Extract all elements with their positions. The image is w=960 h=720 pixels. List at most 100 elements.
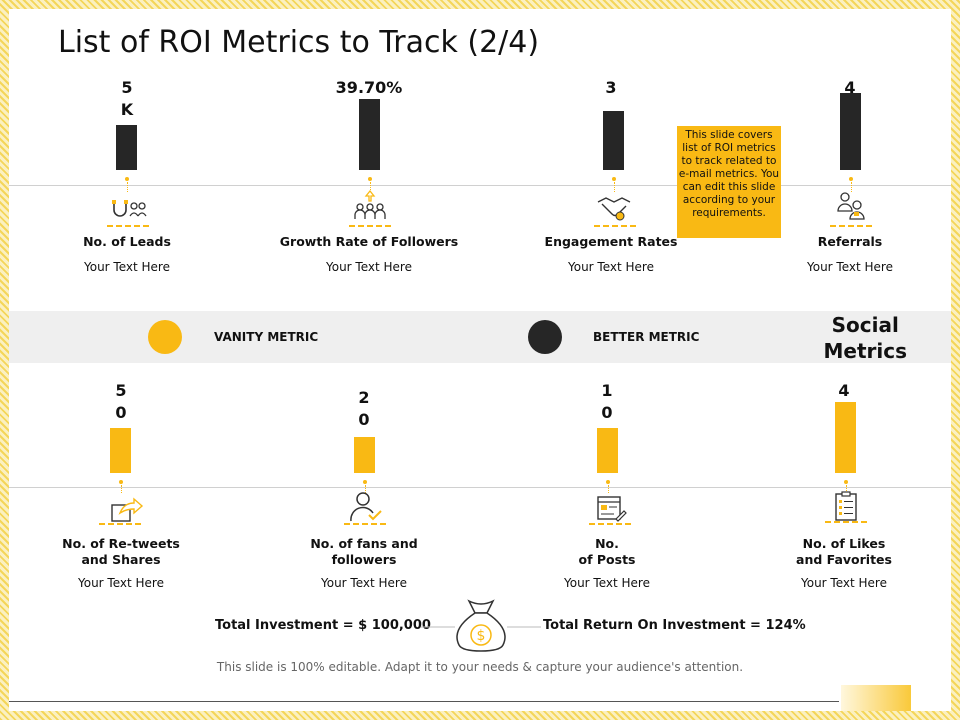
- vanity-legend-dot: [148, 320, 182, 354]
- icon-underline: [344, 523, 386, 525]
- editable-note: This slide covers list of ROI metrics to…: [677, 126, 781, 238]
- icon-underline: [349, 225, 391, 227]
- metric-value-line1: 39.70%: [335, 78, 403, 97]
- total-return: Total Return On Investment = 124%: [543, 618, 806, 633]
- metric-value: 1 0: [512, 380, 702, 424]
- magnet-people-icon: [112, 200, 147, 217]
- bar-stem: [851, 182, 852, 192]
- metric-label-line2: and Favorites: [796, 552, 892, 567]
- page-title: List of ROI Metrics to Track (2/4): [58, 25, 540, 60]
- checklist-icon: [835, 491, 857, 521]
- metric-label-line2: followers: [331, 552, 397, 567]
- metric-text: Your Text Here: [84, 260, 170, 274]
- metric-value-line1: 4: [844, 78, 856, 97]
- corner-accent: [841, 685, 911, 711]
- metric-value-line1: 5: [115, 381, 127, 400]
- metric-value-line1: 1: [601, 381, 613, 400]
- bar-stem: [127, 182, 128, 192]
- metric-label-line2: of Posts: [578, 552, 636, 567]
- post-icon: [597, 496, 627, 522]
- metric-label-line1: Engagement Rates: [544, 234, 678, 249]
- bar-dot: [612, 177, 616, 181]
- top-axis-line: [9, 185, 951, 186]
- metric-label-line1: No. of fans and: [310, 536, 418, 551]
- group-growth-icon: [354, 189, 386, 219]
- follower-check-icon: [350, 492, 382, 522]
- footnote: This slide is 100% editable. Adapt it to…: [216, 660, 744, 674]
- total-investment: Total Investment = $ 100,000: [215, 618, 431, 633]
- metric-label-line1: No. of Re-tweets: [62, 536, 180, 551]
- icon-underline: [825, 521, 867, 523]
- slide: List of ROI Metrics to Track (2/4) 5 K N…: [9, 9, 951, 711]
- metric-bar: [359, 99, 380, 170]
- metric-bar: [835, 402, 856, 473]
- metric-value-line1: 5: [121, 78, 133, 97]
- bar-dot: [606, 480, 610, 484]
- metric-value-line1: 2: [358, 388, 370, 407]
- metric-value: 39.70%: [274, 77, 464, 99]
- bar-stem: [365, 485, 366, 493]
- metric-value-line2: K: [120, 100, 134, 119]
- bar-stem: [608, 485, 609, 493]
- metric-label: No. of Likes and Favorites: [749, 536, 939, 568]
- metric-text: Your Text Here: [78, 576, 164, 590]
- metric-label: No. of Re-tweets and Shares: [26, 536, 216, 568]
- share-icon: [111, 497, 144, 522]
- metric-label-line1: No. of Likes: [802, 536, 886, 551]
- metric-value-line1: 3: [605, 78, 617, 97]
- bar-dot: [125, 177, 129, 181]
- metric-label: Engagement Rates: [516, 234, 706, 250]
- bottom-axis-line: [9, 487, 951, 488]
- metric-value-line2: 0: [601, 403, 613, 422]
- bar-dot: [368, 177, 372, 181]
- section-title: Social Metrics: [823, 312, 907, 364]
- icon-underline: [99, 523, 141, 525]
- icon-underline: [589, 523, 631, 525]
- metric-label-line1: No.: [595, 536, 619, 551]
- metric-text: Your Text Here: [568, 260, 654, 274]
- metric-bar: [840, 93, 861, 170]
- icon-underline: [107, 225, 149, 227]
- bar-dot: [119, 480, 123, 484]
- bar-dot: [363, 480, 367, 484]
- icon-underline: [594, 225, 636, 227]
- bar-dot: [844, 480, 848, 484]
- metric-label: No. of Leads: [32, 234, 222, 250]
- metric-label: Referrals: [755, 234, 945, 250]
- bottom-rule: [9, 701, 839, 702]
- metric-text: Your Text Here: [326, 260, 412, 274]
- svg-text:$: $: [477, 628, 486, 644]
- metric-bar: [110, 428, 131, 473]
- metric-value-line2: 0: [115, 403, 127, 422]
- bar-dot: [849, 177, 853, 181]
- metric-value: 5 K: [32, 77, 222, 121]
- better-legend-label: BETTER METRIC: [593, 330, 700, 344]
- section-title-line2: Metrics: [823, 339, 907, 363]
- metric-text: Your Text Here: [807, 260, 893, 274]
- metric-value: 5 0: [26, 380, 216, 424]
- metric-label-line1: Referrals: [817, 234, 883, 249]
- metric-text: Your Text Here: [801, 576, 887, 590]
- icon-underline: [830, 225, 872, 227]
- metric-bar: [354, 437, 375, 473]
- bar-stem: [846, 485, 847, 491]
- money-bag-icon: $: [421, 599, 541, 652]
- legend-band: VANITY METRIC BETTER METRIC Social Metri…: [9, 311, 951, 363]
- metric-label: No. of Posts: [512, 536, 702, 568]
- metric-value-line2: 0: [358, 410, 370, 429]
- metric-label: No. of fans and followers: [269, 536, 459, 568]
- vanity-legend-label: VANITY METRIC: [214, 330, 319, 344]
- metric-bar: [116, 125, 137, 170]
- metric-bar: [603, 111, 624, 170]
- metric-bar: [597, 428, 618, 473]
- metric-text: Your Text Here: [564, 576, 650, 590]
- referral-people-icon: [837, 192, 865, 220]
- bar-stem: [614, 182, 615, 192]
- metric-value: 2 0: [269, 387, 459, 431]
- metric-label-line1: Growth Rate of Followers: [279, 234, 459, 249]
- metric-value: 4: [755, 77, 945, 99]
- metric-label-line1: No. of Leads: [83, 234, 171, 249]
- section-title-line1: Social: [831, 313, 899, 337]
- metric-value: 3: [516, 77, 706, 99]
- metric-label: Growth Rate of Followers: [274, 234, 464, 250]
